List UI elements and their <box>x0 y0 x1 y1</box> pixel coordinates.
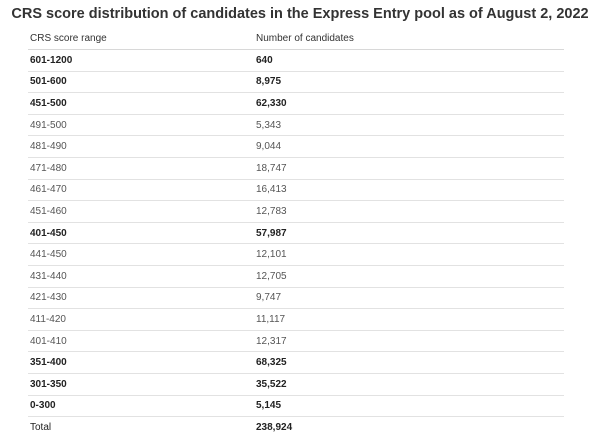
candidate-count-cell: 57,987 <box>254 222 564 245</box>
candidate-count-cell: 5,145 <box>254 395 564 418</box>
score-range-cell: 501-600 <box>28 71 254 94</box>
table-row: 401-450 57,987 <box>28 222 564 245</box>
candidate-count-cell: 12,705 <box>254 265 564 288</box>
table-row: 481-490 9,044 <box>28 135 564 158</box>
header-row: CRS score range Number of candidates <box>28 28 564 50</box>
score-range-cell: 441-450 <box>28 243 254 266</box>
table-row: 0-300 5,145 <box>28 395 564 418</box>
column-header-score-range: CRS score range <box>28 28 254 50</box>
score-range-cell: 481-490 <box>28 135 254 158</box>
total-row: Total 238,924 <box>28 417 564 438</box>
crs-distribution-table: CRS score range Number of candidates 601… <box>28 28 564 438</box>
candidate-count-cell: 11,117 <box>254 308 564 331</box>
table-row: 421-430 9,747 <box>28 287 564 310</box>
candidate-count-cell: 68,325 <box>254 351 564 374</box>
score-range-cell: 451-460 <box>28 200 254 223</box>
candidate-count-cell: 12,783 <box>254 200 564 223</box>
score-range-cell: 451-500 <box>28 92 254 115</box>
total-count: 238,924 <box>256 421 293 433</box>
page-title: CRS score distribution of candidates in … <box>11 6 589 22</box>
score-range-cell: 471-480 <box>28 157 254 180</box>
total-label: Total <box>30 421 52 433</box>
table-row: 441-450 12,101 <box>28 243 564 266</box>
candidate-count-cell: 8,975 <box>254 71 564 94</box>
table-body: 601-1200 640 501-600 8,975 451-500 62,330 491-… <box>28 49 564 438</box>
table-header: CRS score range Number of candidates <box>28 28 564 50</box>
table-row: 461-470 16,413 <box>28 179 564 202</box>
candidate-count-cell: 18,747 <box>254 157 564 180</box>
table-row: 471-480 18,747 <box>28 157 564 180</box>
candidate-count-cell: 9,044 <box>254 135 564 158</box>
score-range-cell: 431-440 <box>28 265 254 288</box>
score-range-cell: 401-410 <box>28 330 254 353</box>
score-range-cell: 401-450 <box>28 222 254 245</box>
candidate-count-cell: 12,101 <box>254 243 564 266</box>
candidate-count-cell: 12,317 <box>254 330 564 353</box>
candidate-count-cell: 62,330 <box>254 92 564 115</box>
candidate-count-cell: 16,413 <box>254 179 564 202</box>
score-range-cell: 421-430 <box>28 287 254 310</box>
table-row: 501-600 8,975 <box>28 71 564 94</box>
table-row: 301-350 35,522 <box>28 373 564 396</box>
table-row: 411-420 11,117 <box>28 308 564 331</box>
score-range-cell: 461-470 <box>28 179 254 202</box>
score-range-cell: 301-350 <box>28 373 254 396</box>
table-row: 451-460 12,783 <box>28 200 564 223</box>
table-row: 491-500 5,343 <box>28 114 564 137</box>
table-row: 431-440 12,705 <box>28 265 564 288</box>
column-header-candidates: Number of candidates <box>254 28 564 50</box>
score-range-cell: 0-300 <box>28 395 254 418</box>
candidate-count-cell: 35,522 <box>254 373 564 396</box>
candidate-count-cell: 9,747 <box>254 287 564 310</box>
score-range-cell: 601-1200 <box>28 49 254 72</box>
table-row: 601-1200 640 <box>28 49 564 72</box>
score-range-cell: 411-420 <box>28 308 254 331</box>
score-range-cell: 351-400 <box>28 351 254 374</box>
score-range-cell: 491-500 <box>28 114 254 137</box>
candidate-count-cell: 5,343 <box>254 114 564 137</box>
table-row: 401-410 12,317 <box>28 330 564 353</box>
candidate-count-cell: 640 <box>254 49 564 72</box>
table-row: 451-500 62,330 <box>28 92 564 115</box>
table-row: 351-400 68,325 <box>28 351 564 374</box>
